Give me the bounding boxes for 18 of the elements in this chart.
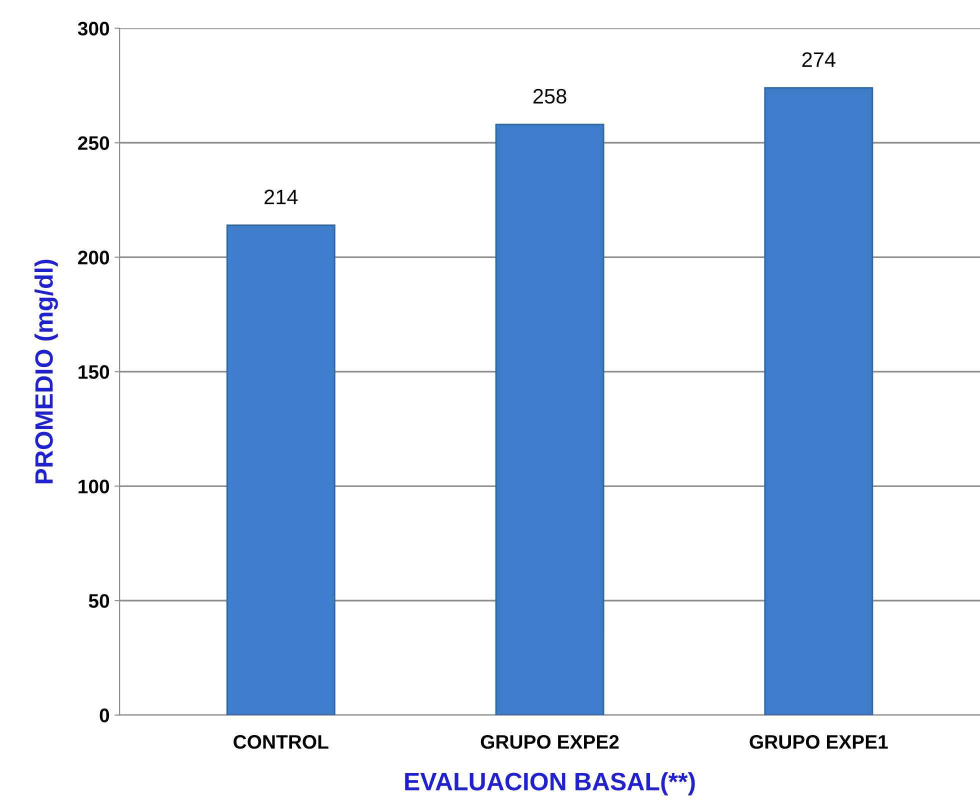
y-tick-label: 300 [78, 22, 110, 36]
x-tick-label: GRUPO EXPE1 [750, 735, 888, 749]
data-label: 258 [533, 88, 566, 104]
bar [226, 224, 336, 716]
y-axis-title: PROMEDIO (mg/dl) [34, 260, 58, 484]
y-tick-label: 200 [78, 250, 110, 264]
data-label: 214 [264, 190, 298, 204]
bar [764, 87, 874, 716]
x-axis-title: EVALUACION BASAL(**) [405, 772, 695, 796]
y-tick-label: 150 [78, 365, 110, 379]
x-tick-label: GRUPO EXPE2 [480, 735, 619, 749]
y-tick-label: 250 [78, 136, 110, 150]
y-tick-label: 50 [88, 594, 110, 608]
y-tick-label: 0 [100, 708, 110, 722]
data-label: 274 [802, 52, 836, 67]
bar [495, 124, 604, 716]
x-tick-label: CONTROL [234, 735, 328, 749]
y-tick-label: 100 [78, 480, 110, 494]
